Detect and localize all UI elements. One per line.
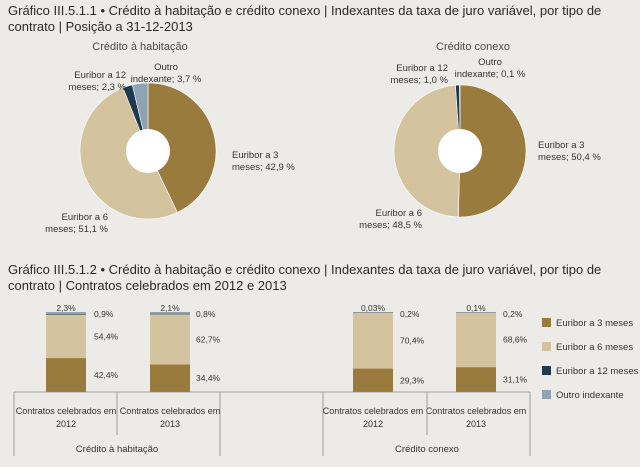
bar-value-label: 29,3% bbox=[400, 375, 425, 385]
pie-hole bbox=[438, 129, 482, 173]
slice-label: Outro bbox=[154, 62, 178, 73]
bar-segment bbox=[150, 314, 190, 365]
slice-label: Euribor a 12 bbox=[396, 63, 448, 74]
slice-label: Euribor a 3 bbox=[232, 150, 278, 161]
pie-hole bbox=[126, 129, 170, 173]
slice-label: Euribor a 3 bbox=[538, 140, 584, 151]
bar-segment bbox=[46, 358, 86, 392]
slice-label: meses; 42,9 % bbox=[232, 162, 295, 173]
legend-swatch bbox=[542, 390, 551, 399]
bar-value-label: 0,8% bbox=[196, 309, 216, 319]
bar-value-label: 2,3% bbox=[56, 303, 76, 313]
category-label: 2012 bbox=[56, 419, 76, 429]
bar-segment bbox=[46, 314, 86, 359]
bar-segment bbox=[456, 367, 496, 392]
legend-swatch bbox=[542, 342, 551, 351]
bar-segment bbox=[150, 313, 190, 315]
legend-label: Euribor a 3 meses bbox=[556, 318, 633, 329]
pie-slice bbox=[147, 82, 217, 213]
pie-title: Crédito à habitação bbox=[92, 41, 187, 53]
category-label: 2013 bbox=[160, 419, 180, 429]
bar-value-label: 42,4% bbox=[94, 370, 119, 380]
bar-value-label: 0,1% bbox=[466, 303, 486, 313]
pie-slice bbox=[458, 84, 527, 218]
bar-segment bbox=[150, 312, 190, 314]
slice-label: Outro bbox=[478, 57, 502, 68]
slice-label: meses; 1,0 % bbox=[390, 75, 448, 86]
bar-segment bbox=[46, 313, 86, 315]
bar-value-label: 68,6% bbox=[503, 335, 528, 345]
legend-swatch bbox=[542, 366, 551, 375]
legend-label: Euribor a 6 meses bbox=[556, 342, 633, 353]
category-label: Contratos celebrados em bbox=[323, 406, 424, 416]
slice-label: Euribor a 6 bbox=[376, 208, 422, 219]
legend-label: Euribor a 12 meses bbox=[556, 366, 639, 377]
bar-value-label: 0,03% bbox=[361, 303, 386, 313]
bar-segment bbox=[456, 312, 496, 313]
bar-value-label: 0,9% bbox=[94, 309, 114, 319]
slice-label: meses; 48,5 % bbox=[359, 220, 422, 231]
legend-label: Outro indexante bbox=[556, 390, 624, 401]
bar-value-label: 0,2% bbox=[400, 309, 420, 319]
pie-title: Crédito conexo bbox=[436, 41, 510, 53]
slice-label: meses; 51,1 % bbox=[45, 224, 108, 235]
slice-label: meses; 2,3 % bbox=[68, 82, 126, 93]
slice-label: Euribor a 12 bbox=[74, 70, 126, 81]
category-label: 2012 bbox=[363, 419, 383, 429]
bar-value-label: 0,2% bbox=[503, 309, 523, 319]
group-label: Crédito à habitação bbox=[76, 444, 158, 455]
bar-value-label: 54,4% bbox=[94, 331, 119, 341]
bar-segment bbox=[46, 312, 86, 314]
bar-value-label: 70,4% bbox=[400, 335, 425, 345]
bar-segment bbox=[353, 312, 393, 313]
slice-label: indexante; 0,1 % bbox=[455, 69, 526, 80]
chart-title-1: Gráfico III.5.1.1 • Crédito à habitação … bbox=[8, 3, 602, 34]
slice-label: indexante; 3,7 % bbox=[131, 74, 202, 85]
bar-value-label: 2,1% bbox=[160, 303, 180, 313]
chart-title-2: Gráfico III.5.1.2 • Crédito à habitação … bbox=[8, 262, 602, 293]
category-label: 2013 bbox=[466, 419, 486, 429]
legend-swatch bbox=[542, 318, 551, 327]
bar-value-label: 62,7% bbox=[196, 334, 221, 344]
category-label: Contratos celebrados em bbox=[120, 406, 221, 416]
bar-value-label: 34,4% bbox=[196, 373, 221, 383]
bar-segment bbox=[150, 364, 190, 392]
pie-slice bbox=[393, 84, 461, 218]
group-label: Crédito conexo bbox=[395, 444, 459, 455]
category-label: Contratos celebrados em bbox=[426, 406, 527, 416]
slice-label: Euribor a 6 bbox=[62, 212, 108, 223]
bar-segment bbox=[456, 312, 496, 368]
bar-segment bbox=[353, 312, 393, 369]
bar-value-label: 31,1% bbox=[503, 375, 528, 385]
bar-segment bbox=[353, 368, 393, 392]
category-label: Contratos celebrados em bbox=[16, 406, 117, 416]
slice-label: meses; 50,4 % bbox=[538, 152, 601, 163]
